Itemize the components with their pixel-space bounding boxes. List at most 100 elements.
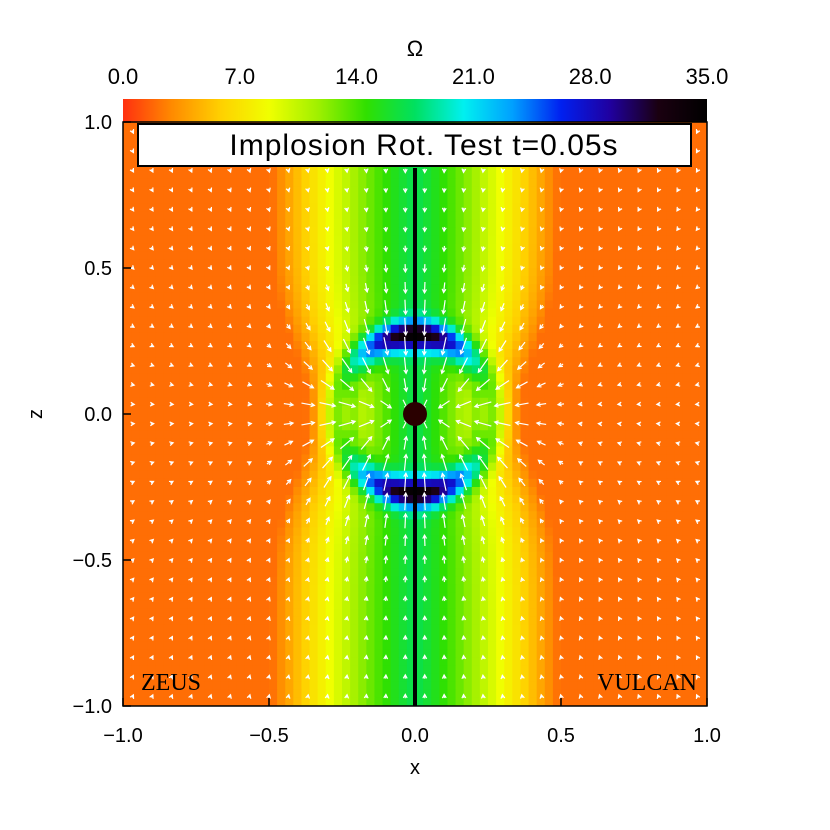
heatmap-cell bbox=[171, 462, 181, 472]
heatmap-cell bbox=[479, 454, 489, 464]
heatmap-cell bbox=[350, 551, 359, 561]
heatmap-cell bbox=[520, 649, 530, 658]
heatmap-cell bbox=[139, 195, 148, 204]
heatmap-cell bbox=[350, 178, 359, 188]
heatmap-cell bbox=[658, 495, 668, 504]
heatmap-cell bbox=[147, 470, 157, 480]
heatmap-cell bbox=[406, 349, 416, 358]
heatmap-cell bbox=[260, 251, 270, 261]
heatmap-cell bbox=[350, 446, 359, 456]
heatmap-cell bbox=[309, 462, 319, 472]
heatmap-cell bbox=[382, 276, 392, 285]
heatmap-cell bbox=[585, 422, 595, 431]
heatmap-cell bbox=[220, 446, 230, 456]
heatmap-cell bbox=[609, 365, 619, 375]
heatmap-cell bbox=[431, 422, 440, 431]
heatmap-cell bbox=[179, 405, 189, 415]
heatmap-cell bbox=[642, 649, 651, 658]
heatmap-cell bbox=[658, 341, 668, 350]
heatmap-cell bbox=[552, 292, 562, 302]
heatmap-cell bbox=[236, 373, 246, 383]
heatmap-cell bbox=[139, 519, 148, 529]
heatmap-cell bbox=[496, 657, 505, 667]
heatmap-cell bbox=[690, 568, 700, 577]
heatmap-cell bbox=[196, 211, 205, 220]
heatmap-cell bbox=[423, 503, 432, 512]
heatmap-cell bbox=[520, 316, 530, 326]
heatmap-cell bbox=[561, 332, 570, 342]
heatmap-cell bbox=[577, 170, 586, 180]
heatmap-cell bbox=[236, 284, 246, 293]
heatmap-cell bbox=[163, 665, 173, 675]
heatmap-cell bbox=[236, 454, 246, 464]
heatmap-cell bbox=[163, 624, 173, 634]
heatmap-cell bbox=[171, 219, 181, 229]
heatmap-cell bbox=[431, 259, 440, 269]
heatmap-cell bbox=[528, 446, 538, 456]
heatmap-cell bbox=[642, 292, 651, 302]
heatmap-cell bbox=[244, 616, 254, 626]
heatmap-cell bbox=[269, 527, 278, 537]
heatmap-cell bbox=[342, 381, 351, 391]
heatmap-cell bbox=[658, 616, 668, 626]
heatmap-cell bbox=[293, 624, 303, 634]
heatmap-cell bbox=[406, 365, 416, 375]
heatmap-cell bbox=[236, 657, 246, 667]
heatmap-cell bbox=[479, 292, 489, 302]
heatmap-cell bbox=[350, 616, 359, 626]
heatmap-cell bbox=[666, 649, 676, 658]
heatmap-cell bbox=[179, 641, 189, 650]
heatmap-cell bbox=[212, 454, 221, 464]
heatmap-cell bbox=[561, 462, 570, 472]
heatmap-cell bbox=[406, 665, 416, 675]
heatmap-cell bbox=[479, 560, 489, 569]
heatmap-cell bbox=[390, 454, 400, 464]
heatmap-cell bbox=[512, 349, 522, 358]
heatmap-cell bbox=[309, 551, 319, 561]
heatmap-cell bbox=[244, 259, 254, 269]
heatmap-cell bbox=[277, 584, 286, 594]
heatmap-cell bbox=[252, 178, 262, 188]
heatmap-cell bbox=[642, 243, 651, 253]
heatmap-cell bbox=[698, 446, 707, 456]
heatmap-cell bbox=[244, 495, 254, 504]
heatmap-cell bbox=[123, 422, 132, 431]
heatmap-cell bbox=[406, 600, 416, 610]
heatmap-cell bbox=[147, 495, 157, 504]
heatmap-cell bbox=[358, 268, 367, 277]
heatmap-cell bbox=[520, 446, 530, 456]
heatmap-cell bbox=[520, 511, 530, 521]
heatmap-cell bbox=[382, 649, 392, 658]
heatmap-cell bbox=[220, 219, 230, 229]
heatmap-cell bbox=[593, 422, 603, 431]
heatmap-cell bbox=[471, 657, 481, 667]
heatmap-cell bbox=[374, 673, 384, 683]
heatmap-cell bbox=[447, 186, 457, 196]
heatmap-cell bbox=[561, 495, 570, 504]
heatmap-cell bbox=[147, 446, 157, 456]
heatmap-cell bbox=[455, 268, 465, 277]
heatmap-cell bbox=[698, 122, 707, 131]
heatmap-cell bbox=[139, 665, 148, 675]
heatmap-cell bbox=[374, 251, 384, 261]
heatmap-cell bbox=[358, 551, 367, 561]
heatmap-cell bbox=[471, 511, 481, 521]
heatmap-cell bbox=[358, 381, 367, 391]
heatmap-cell bbox=[155, 381, 165, 391]
heatmap-cell bbox=[552, 495, 562, 504]
heatmap-cell bbox=[155, 211, 165, 220]
heatmap-cell bbox=[544, 600, 554, 610]
heatmap-cell bbox=[293, 389, 303, 399]
heatmap-cell bbox=[406, 487, 416, 496]
heatmap-cell bbox=[528, 487, 538, 496]
heatmap-cell bbox=[650, 478, 659, 488]
heatmap-cell bbox=[479, 389, 489, 399]
heatmap-cell bbox=[682, 292, 692, 302]
heatmap-cell bbox=[682, 503, 692, 512]
heatmap-cell bbox=[463, 235, 473, 245]
heatmap-cell bbox=[374, 170, 384, 180]
heatmap-cell bbox=[658, 519, 668, 529]
heatmap-cell bbox=[147, 543, 157, 553]
heatmap-cell bbox=[309, 365, 319, 375]
heatmap-cell bbox=[131, 681, 140, 691]
